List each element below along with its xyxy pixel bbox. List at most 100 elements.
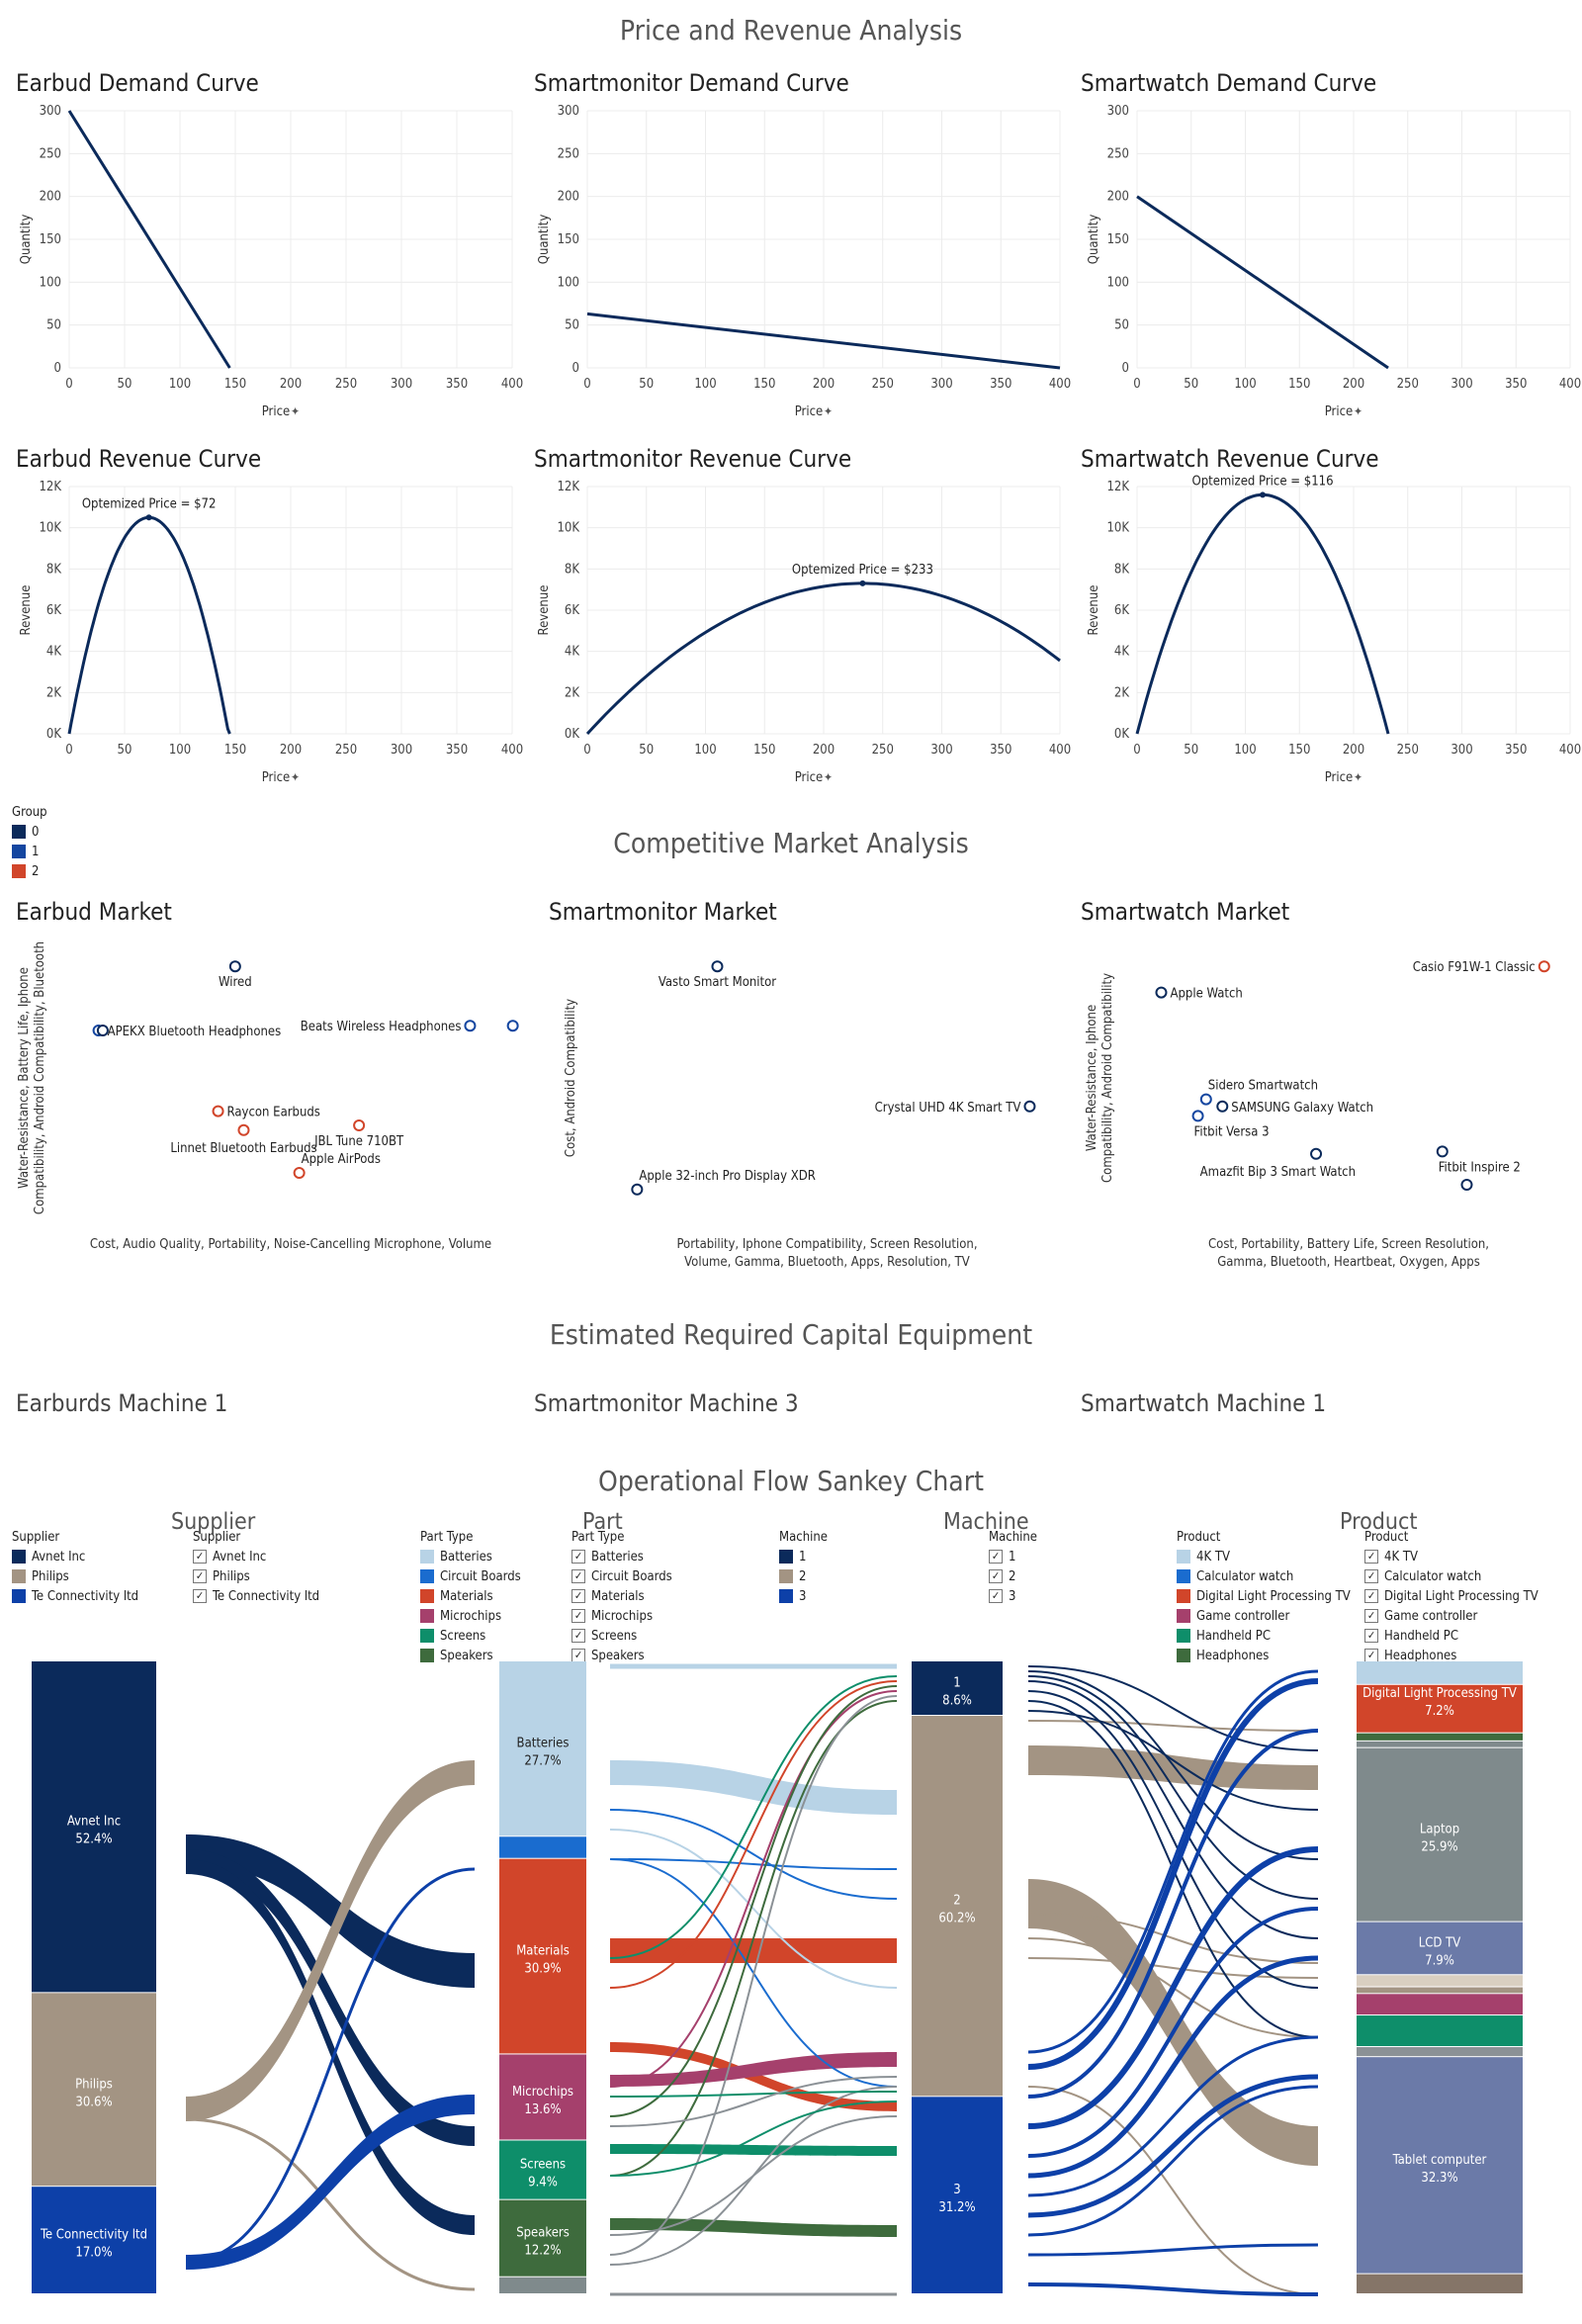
legend-item[interactable]: Game controller [1177, 1606, 1364, 1626]
filter-option[interactable]: ✓ Calculator watch [1364, 1566, 1572, 1586]
checkbox-checked-icon[interactable]: ✓ [571, 1589, 585, 1603]
legend-item[interactable]: Materials [420, 1586, 608, 1606]
legend-item[interactable]: Batteries [420, 1547, 608, 1566]
filter-product[interactable]: Product ✓ 4K TV ✓ Calculator watch ✓ Digital L… [1364, 1530, 1572, 1663]
legend-item[interactable]: Microchips [420, 1606, 608, 1626]
x-tick-label: 400 [1559, 743, 1581, 758]
filter-option[interactable]: ✓ Te Connectivity ltd [193, 1586, 381, 1606]
checkbox-checked-icon[interactable]: ✓ [571, 1649, 585, 1662]
legend-item[interactable]: Circuit Boards [420, 1566, 608, 1586]
legend-item[interactable]: 2 [779, 1566, 967, 1586]
checkbox-checked-icon[interactable]: ✓ [193, 1589, 207, 1603]
legend-item[interactable]: 3 [779, 1586, 967, 1606]
scatter-point [464, 1020, 477, 1032]
point-label: Amazfit Bip 3 Smart Watch [1200, 1165, 1356, 1180]
legend-item[interactable]: Philips [12, 1566, 200, 1586]
sankey-link-machine [1027, 2074, 1319, 2218]
legend-item[interactable]: 1 [779, 1547, 967, 1566]
legend-item[interactable]: Headphones [1177, 1646, 1364, 1665]
filter-option[interactable]: ✓ 1 [989, 1547, 1177, 1566]
legend-item[interactable]: Calculator watch [1177, 1566, 1364, 1586]
y-tick-label: 250 [558, 146, 579, 161]
y-tick-label: 250 [40, 146, 61, 161]
filter-option[interactable]: ✓ Batteries [571, 1547, 759, 1566]
legend-item[interactable]: Avnet Inc [12, 1547, 200, 1566]
group-legend-label: 2 [32, 863, 40, 879]
y-tick-label: 0 [1122, 361, 1129, 376]
x-tick-label: 50 [118, 377, 132, 392]
filter-option[interactable]: ✓ Avnet Inc [193, 1547, 381, 1566]
checkbox-checked-icon[interactable]: ✓ [1364, 1589, 1378, 1603]
checkbox-checked-icon[interactable]: ✓ [1364, 1649, 1378, 1662]
filter-option[interactable]: ✓ 2 [989, 1566, 1177, 1586]
checkbox-checked-icon[interactable]: ✓ [571, 1609, 585, 1623]
legend-item[interactable]: Screens [420, 1626, 608, 1646]
sankey-node-label: Materials [516, 1944, 570, 1959]
sankey-link-machine [1027, 1669, 1319, 2054]
legend-item[interactable]: Speakers [420, 1646, 608, 1665]
legend-item[interactable]: Digital Light Processing TV [1177, 1586, 1364, 1606]
checkbox-checked-icon[interactable]: ✓ [193, 1550, 207, 1564]
filter-option[interactable]: ✓ Digital Light Processing TV [1364, 1586, 1572, 1606]
filter-supplier[interactable]: Supplier ✓ Avnet Inc ✓ Philips ✓ Te Connectivi… [193, 1530, 381, 1656]
point-label: Apple 32-inch Pro Display XDR [639, 1169, 816, 1184]
checkbox-checked-icon[interactable]: ✓ [989, 1550, 1003, 1564]
legend-label: 1 [799, 1549, 807, 1564]
filter-option[interactable]: ✓ Circuit Boards [571, 1566, 759, 1586]
checkbox-checked-icon[interactable]: ✓ [1364, 1629, 1378, 1643]
x-tick-label: 400 [501, 377, 523, 392]
point-label: Apple AirPods [302, 1152, 381, 1167]
filter-option[interactable]: ✓ 3 [989, 1586, 1177, 1606]
checkbox-checked-icon[interactable]: ✓ [1364, 1609, 1378, 1623]
sankey-link-part [609, 1685, 898, 2117]
filter-machine[interactable]: Machine ✓ 1 ✓ 2 ✓ 3 [989, 1530, 1177, 1656]
legend-swatch [1177, 1609, 1190, 1623]
checkbox-checked-icon[interactable]: ✓ [989, 1569, 1003, 1583]
x-tick-label: 300 [391, 743, 412, 758]
scatter-point [1460, 1179, 1473, 1191]
filter-option[interactable]: ✓ Microchips [571, 1606, 759, 1626]
checkbox-checked-icon[interactable]: ✓ [989, 1589, 1003, 1603]
filter-option[interactable]: ✓ Game controller [1364, 1606, 1572, 1626]
filter-option[interactable]: ✓ Speakers [571, 1646, 759, 1665]
y-tick-label: 300 [558, 104, 579, 119]
filter-option[interactable]: ✓ Headphones [1364, 1646, 1572, 1665]
x-tick-label: 250 [1397, 377, 1419, 392]
checkbox-checked-icon[interactable]: ✓ [571, 1629, 585, 1643]
legend-label: Materials [440, 1588, 493, 1604]
legend-swatch [779, 1569, 793, 1583]
legend-title: Machine [989, 1530, 1037, 1545]
checkbox-checked-icon[interactable]: ✓ [571, 1550, 585, 1564]
group-legend-item[interactable]: 0 [12, 822, 47, 842]
filter-option[interactable]: ✓ Materials [571, 1586, 759, 1606]
pin-icon: ✦ [291, 770, 300, 784]
sankey-link-machine [1027, 2243, 1319, 2257]
group-legend-item[interactable]: 2 [12, 861, 47, 881]
checkbox-checked-icon[interactable]: ✓ [1364, 1550, 1378, 1564]
filter-option[interactable]: ✓ Philips [193, 1566, 381, 1586]
y-tick-label: 300 [1107, 104, 1129, 119]
filter-option[interactable]: ✓ 4K TV [1364, 1547, 1572, 1566]
sankey-node-pct: 17.0% [75, 2246, 112, 2261]
checkbox-checked-icon[interactable]: ✓ [193, 1569, 207, 1583]
x-tick-label: 200 [280, 743, 302, 758]
x-tick-label: 0 [65, 377, 72, 392]
filter-option[interactable]: ✓ Handheld PC [1364, 1626, 1572, 1646]
revenue-curve [67, 515, 231, 735]
x-tick-label: 250 [335, 743, 357, 758]
group-legend-item[interactable]: 1 [12, 842, 47, 861]
filter-part-type[interactable]: Part Type ✓ Batteries ✓ Circuit Boards ✓ Mater… [571, 1530, 759, 1663]
filter-option[interactable]: ✓ Screens [571, 1626, 759, 1646]
checkbox-checked-icon[interactable]: ✓ [1364, 1569, 1378, 1583]
legend-item[interactable]: Te Connectivity ltd [12, 1586, 200, 1606]
y-tick-label: 6K [565, 603, 579, 618]
checkbox-checked-icon[interactable]: ✓ [571, 1569, 585, 1583]
legend-item[interactable]: Handheld PC [1177, 1626, 1364, 1646]
y-tick-label: 0 [54, 361, 61, 376]
sankey-link-machine [1027, 2085, 1319, 2237]
earbud-demand-chart: 0 50 100 150 200 250 300 350 400 0 50 100 150 200 250 3… [19, 104, 523, 419]
x-tick-label: 200 [1343, 377, 1364, 392]
legend-item[interactable]: 4K TV [1177, 1547, 1364, 1566]
legend-label: Te Connectivity ltd [213, 1588, 320, 1604]
legend-swatch [1177, 1550, 1190, 1564]
